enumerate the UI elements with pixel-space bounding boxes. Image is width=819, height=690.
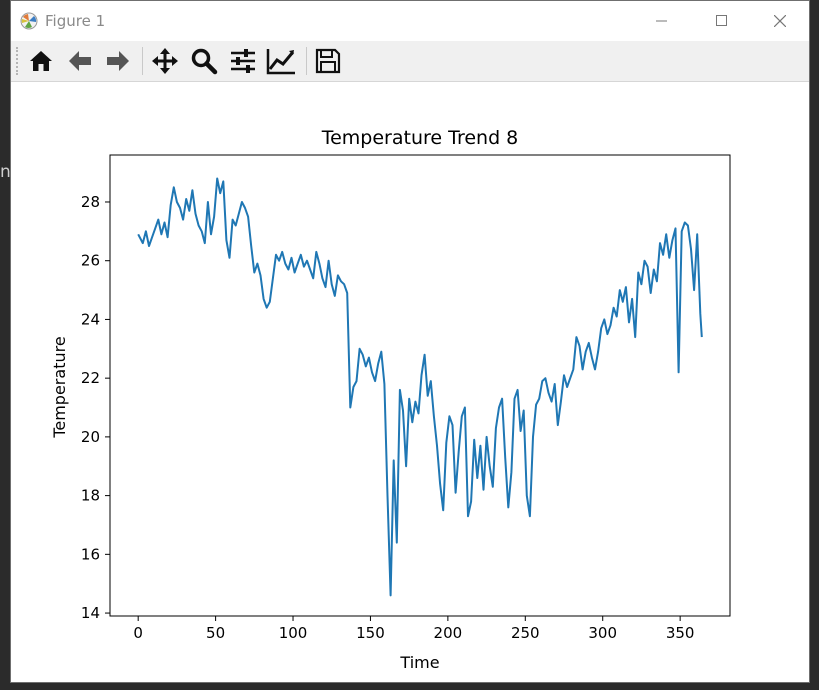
- x-tick-label: 300: [588, 624, 617, 642]
- zoom-button[interactable]: [188, 45, 220, 77]
- temperature-series-line: [137, 177, 703, 597]
- configure-subplots-button[interactable]: [227, 45, 259, 77]
- toolbar-separator: [306, 47, 307, 75]
- y-tick-label: 16: [81, 545, 100, 563]
- toolbar-grip: [16, 47, 20, 75]
- back-button[interactable]: [64, 45, 96, 77]
- y-tick-label: 24: [81, 310, 100, 328]
- edit-axis-button[interactable]: [265, 45, 297, 77]
- forward-button[interactable]: [102, 45, 134, 77]
- x-tick-label: 50: [206, 624, 225, 642]
- save-button[interactable]: [312, 45, 344, 77]
- configure-subplots-icon: [231, 49, 255, 73]
- temperature-line-chart[interactable]: Temperature Trend 8 Time Temperature 0 50…: [11, 82, 809, 682]
- y-axis-ticks: 14 16 18 20 22 24 26 28: [81, 193, 110, 622]
- home-icon: [30, 51, 52, 71]
- y-tick-label: 22: [81, 369, 100, 387]
- y-axis-label: Temperature: [50, 336, 69, 438]
- toolbar-separator: [142, 47, 143, 75]
- maximize-button[interactable]: [693, 1, 751, 41]
- plot-area: Temperature Trend 8 Time Temperature 0 50…: [11, 82, 809, 682]
- close-button[interactable]: [751, 1, 809, 41]
- y-tick-label: 18: [81, 487, 100, 505]
- y-tick-label: 28: [81, 193, 100, 211]
- pan-button[interactable]: [149, 45, 181, 77]
- x-axis-label: Time: [399, 653, 439, 672]
- back-arrow-icon: [69, 51, 91, 71]
- y-tick-label: 20: [81, 428, 100, 446]
- x-tick-label: 350: [666, 624, 695, 642]
- figure-window: Figure 1: [10, 0, 810, 683]
- minimize-button[interactable]: [633, 1, 691, 41]
- edit-axis-icon: [266, 49, 295, 75]
- x-tick-label: 150: [356, 624, 385, 642]
- x-tick-label: 100: [279, 624, 308, 642]
- forward-arrow-icon: [107, 51, 129, 71]
- close-icon: [774, 15, 786, 27]
- y-tick-label: 26: [81, 252, 100, 270]
- minimize-icon: [656, 20, 667, 22]
- save-icon: [315, 48, 341, 74]
- axes-frame: [109, 154, 731, 617]
- x-tick-label: 250: [511, 624, 540, 642]
- window-title: Figure 1: [45, 12, 106, 30]
- navigation-toolbar: [11, 41, 809, 82]
- home-button[interactable]: [25, 45, 57, 77]
- title-bar: Figure 1: [11, 1, 809, 41]
- matplotlib-app-icon: [20, 12, 38, 30]
- zoom-icon: [191, 48, 218, 75]
- maximize-icon: [716, 15, 727, 26]
- x-tick-label: 200: [434, 624, 463, 642]
- background-text-fragment: n: [0, 162, 11, 182]
- pan-icon: [152, 48, 178, 74]
- y-tick-label: 14: [81, 604, 100, 622]
- x-axis-ticks: 0 50 100 150 200 250 300 350: [133, 616, 694, 642]
- x-tick-label: 0: [133, 624, 143, 642]
- chart-title: Temperature Trend 8: [321, 127, 519, 149]
